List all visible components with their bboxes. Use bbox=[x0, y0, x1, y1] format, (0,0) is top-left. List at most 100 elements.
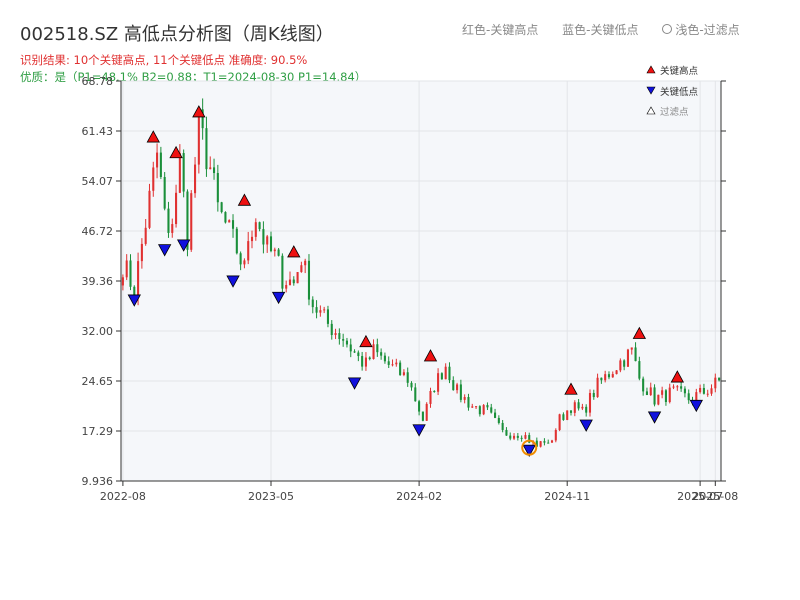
candle-body bbox=[710, 388, 713, 394]
candle-body bbox=[414, 387, 417, 402]
candle-body bbox=[653, 387, 656, 405]
candle-body bbox=[509, 435, 512, 439]
candle-body bbox=[664, 390, 667, 403]
legend-blue-label: 蓝色-关键低点 bbox=[562, 23, 639, 37]
candle-body bbox=[410, 382, 413, 388]
candle-body bbox=[604, 374, 607, 381]
candle-body bbox=[300, 265, 303, 273]
candle-body bbox=[459, 384, 462, 400]
candle-body bbox=[456, 384, 459, 391]
candle-body bbox=[634, 347, 637, 362]
low-point-marker bbox=[157, 244, 172, 257]
candle-body bbox=[304, 260, 307, 266]
candle-body bbox=[376, 344, 379, 353]
candle-body bbox=[201, 109, 204, 129]
candle-body bbox=[539, 441, 542, 447]
candle-body bbox=[638, 361, 641, 379]
candle-body bbox=[699, 387, 702, 393]
candle-body bbox=[418, 401, 421, 412]
y-tick-label: 17.29 bbox=[82, 425, 114, 438]
candle-body bbox=[194, 164, 197, 194]
high-point-marker bbox=[359, 334, 373, 348]
candle-body bbox=[254, 222, 257, 237]
candle-body bbox=[125, 260, 128, 278]
candle-body bbox=[387, 361, 390, 365]
candle-body bbox=[342, 339, 345, 341]
low-point-marker bbox=[412, 424, 426, 437]
candle-body bbox=[190, 193, 193, 250]
candle-body bbox=[425, 403, 428, 421]
candle-body bbox=[558, 414, 561, 430]
candle-body bbox=[577, 402, 580, 409]
candle-body bbox=[311, 299, 314, 308]
high-point-marker bbox=[146, 130, 160, 143]
low-point-marker bbox=[226, 275, 240, 288]
candle-body bbox=[649, 387, 652, 396]
candle-body bbox=[490, 407, 493, 413]
candle-body bbox=[497, 417, 500, 423]
candle-body bbox=[250, 236, 254, 242]
candle-body bbox=[137, 261, 140, 298]
high-point-marker bbox=[192, 105, 206, 118]
legend-light-item: 浅色-过滤点 bbox=[662, 23, 759, 37]
candle-body bbox=[163, 177, 166, 209]
low-point-marker bbox=[127, 294, 141, 307]
candle-body bbox=[585, 406, 588, 413]
candle-body bbox=[330, 323, 333, 336]
candle-body bbox=[592, 393, 595, 398]
candle-body bbox=[706, 393, 709, 395]
candle-body bbox=[718, 377, 721, 381]
candle-body bbox=[364, 357, 367, 367]
candle-body bbox=[494, 412, 497, 418]
candle-body bbox=[239, 253, 242, 265]
candle-body bbox=[512, 435, 516, 439]
high-point-marker bbox=[287, 245, 301, 258]
candle-body bbox=[505, 429, 508, 436]
candle-body bbox=[345, 340, 348, 345]
candle-body bbox=[467, 397, 470, 408]
candle-body bbox=[391, 364, 394, 366]
candle-body bbox=[182, 153, 185, 192]
circle-icon bbox=[662, 24, 673, 34]
candle-body bbox=[486, 405, 489, 408]
candle-body bbox=[197, 109, 200, 165]
candle-body bbox=[209, 167, 212, 170]
candle-body bbox=[281, 255, 284, 289]
high-point-marker bbox=[423, 349, 438, 362]
low-point-marker bbox=[689, 399, 703, 413]
x-tick-label: 2024-02 bbox=[396, 490, 442, 503]
candle-body bbox=[235, 228, 238, 254]
low-point-marker bbox=[522, 444, 536, 458]
candle-body bbox=[243, 260, 246, 265]
candle-body bbox=[516, 435, 519, 438]
candle-body bbox=[429, 390, 432, 404]
candle-body bbox=[144, 227, 147, 244]
marker-legend: 关键高点 关键低点 过滤点 bbox=[646, 65, 699, 118]
legend-low-label: 关键低点 bbox=[660, 86, 699, 98]
candle-body bbox=[292, 279, 295, 284]
candle-body bbox=[148, 190, 151, 228]
candle-body bbox=[569, 410, 573, 413]
candle-body bbox=[288, 279, 292, 286]
y-tick-label: 46.72 bbox=[82, 225, 114, 238]
y-tick-label: 61.43 bbox=[82, 125, 114, 138]
candle-body bbox=[372, 344, 375, 360]
candle-body bbox=[611, 374, 614, 378]
candle-body bbox=[247, 241, 250, 261]
candle-body bbox=[714, 377, 717, 389]
legend-high-marker bbox=[646, 65, 656, 74]
candle-body bbox=[482, 405, 485, 415]
candle-body bbox=[121, 277, 124, 286]
candle-body bbox=[224, 212, 227, 223]
candle-body bbox=[501, 422, 504, 430]
candle-body bbox=[626, 349, 630, 367]
candle-body bbox=[619, 360, 622, 371]
candle-body bbox=[566, 410, 569, 420]
candle-body bbox=[262, 229, 265, 245]
candle-body bbox=[524, 435, 527, 439]
candle-body bbox=[220, 202, 223, 213]
candle-body bbox=[661, 390, 664, 395]
candle-body bbox=[607, 374, 611, 378]
x-tick-label: 2023-05 bbox=[248, 490, 294, 503]
x-tick-label: 2024-11 bbox=[544, 490, 590, 503]
